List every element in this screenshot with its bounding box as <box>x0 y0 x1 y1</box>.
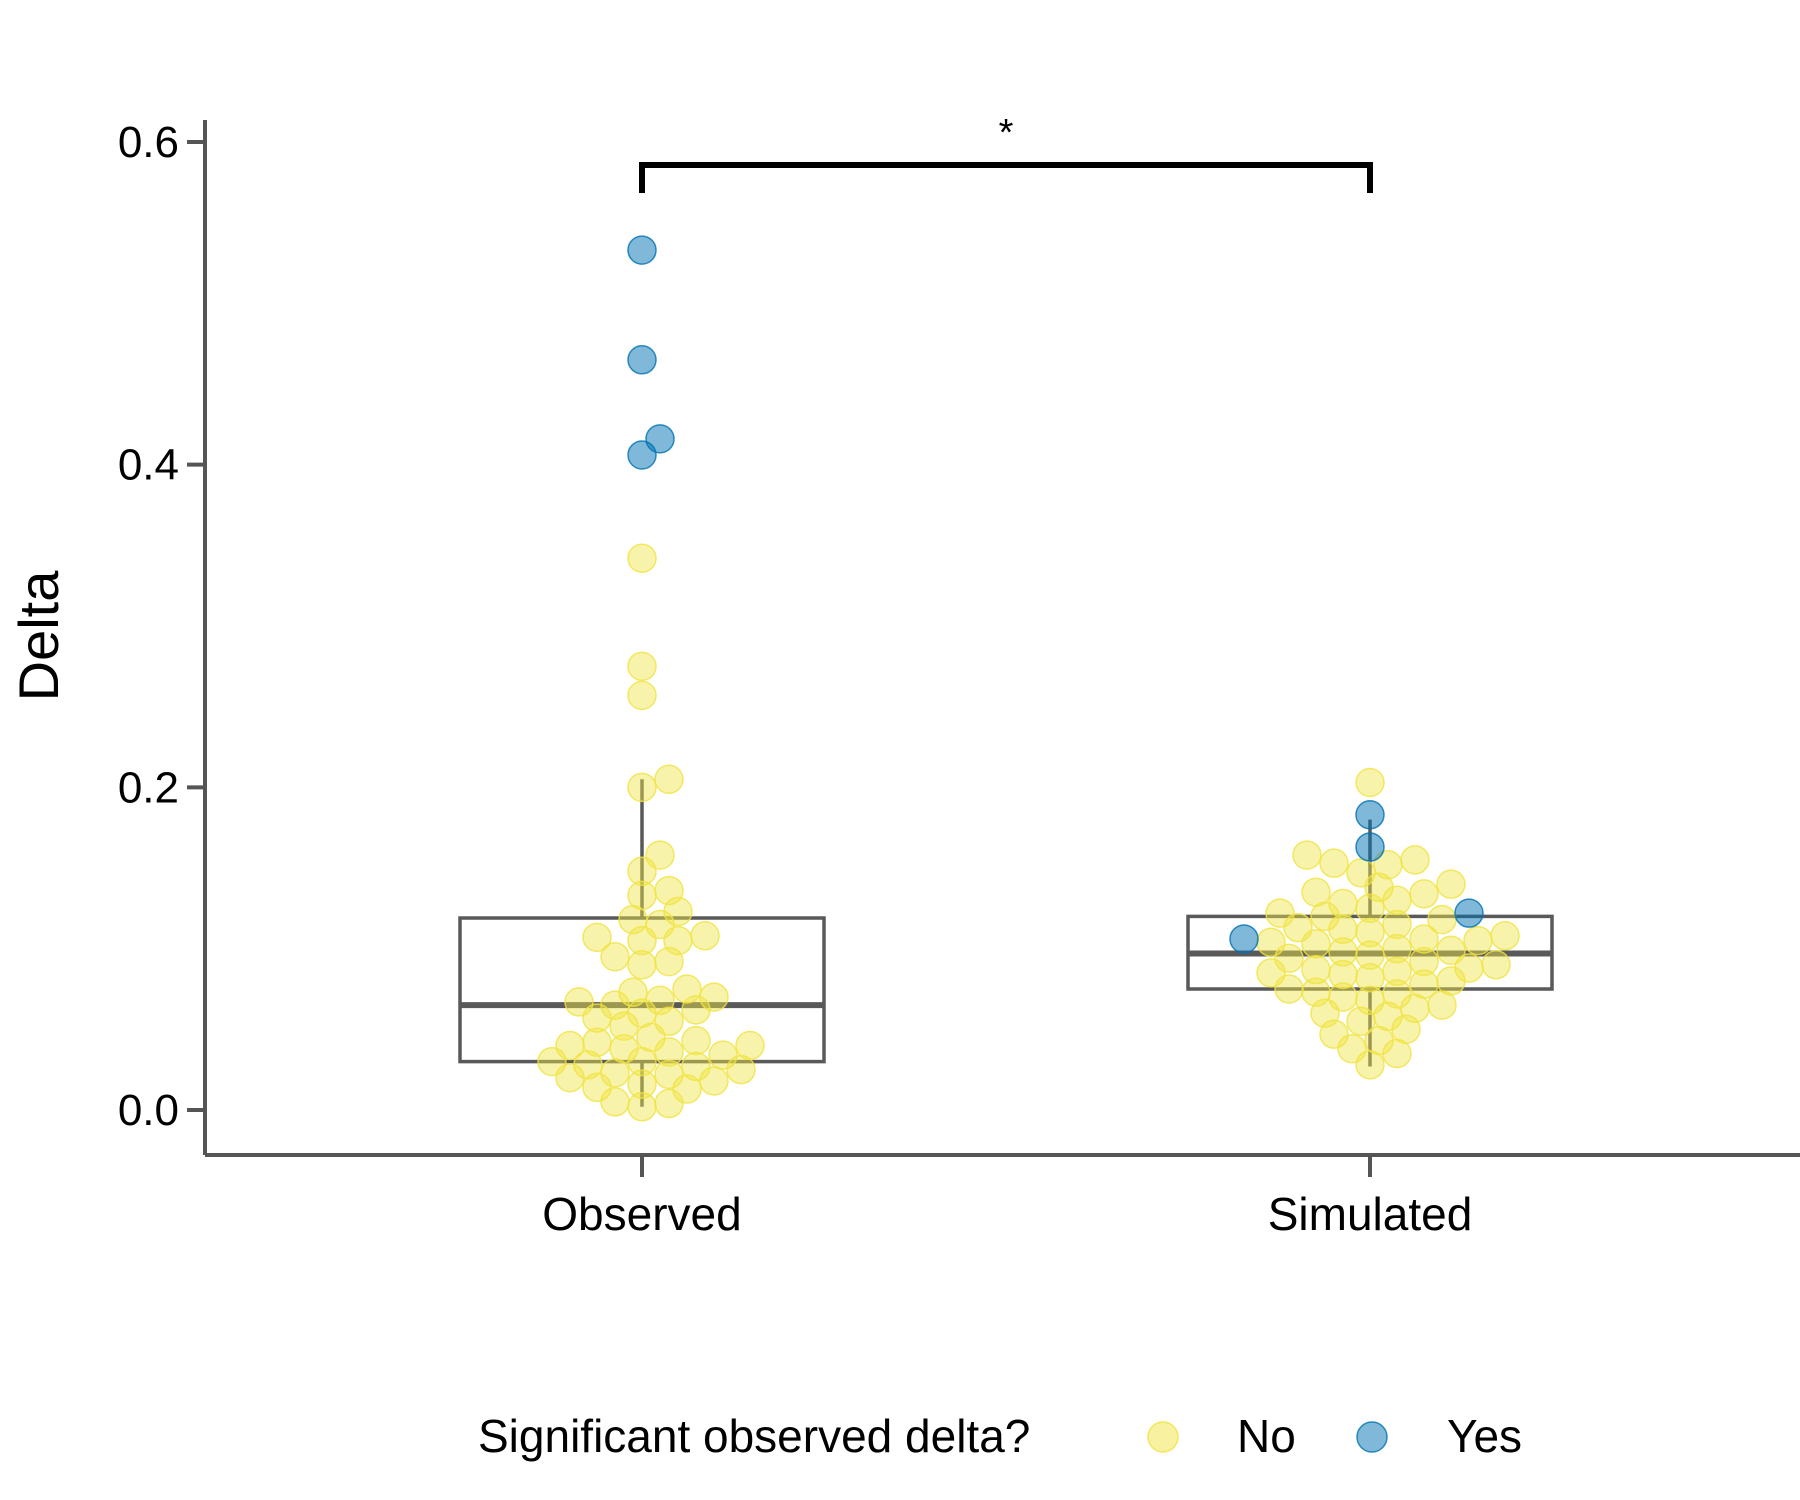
data-point-simulated-no <box>1436 935 1466 966</box>
data-point-observed-yes <box>627 345 657 375</box>
data-point-simulated-no <box>1463 925 1493 956</box>
data-point-observed-no <box>600 1087 630 1117</box>
data-point-simulated-no <box>1301 929 1331 959</box>
x-axis-ticks: Observed Simulated <box>542 1155 1472 1240</box>
y-tick-label: 0.0 <box>118 1086 179 1135</box>
boxplot-observed <box>458 779 826 1107</box>
data-point-simulated-no <box>1490 921 1520 951</box>
data-point-simulated-no <box>1382 909 1412 940</box>
y-tick-label: 0.2 <box>118 763 179 812</box>
data-point-simulated-no <box>1355 1050 1385 1080</box>
data-point-simulated-no <box>1373 850 1403 880</box>
significance-bracket-line <box>639 162 1373 193</box>
legend-label-yes: Yes <box>1447 1410 1522 1462</box>
data-point-simulated-no <box>1409 879 1439 909</box>
significance-label: * <box>999 112 1014 154</box>
legend: Significant observed delta? No Yes <box>478 1410 1522 1462</box>
data-point-simulated-no <box>1355 962 1385 993</box>
data-point-observed-no <box>582 922 612 953</box>
data-point-observed-no <box>627 680 657 711</box>
data-point-simulated-no <box>1436 869 1466 899</box>
point-layer <box>537 235 1520 1122</box>
data-point-simulated-no <box>1346 1006 1376 1037</box>
data-point-observed-no <box>654 1088 684 1119</box>
data-point-observed-no <box>627 1069 657 1099</box>
axes <box>203 120 1800 1157</box>
data-point-simulated-no <box>1355 940 1385 970</box>
data-point-observed-yes <box>627 440 657 470</box>
data-point-simulated-no <box>1355 917 1385 948</box>
data-point-simulated-no <box>1409 946 1439 977</box>
legend-label-no: No <box>1237 1410 1296 1462</box>
data-point-observed-no <box>654 1037 684 1067</box>
data-point-observed-no <box>681 995 711 1025</box>
data-point-simulated-yes <box>1355 832 1385 862</box>
data-point-observed-no <box>699 1066 729 1096</box>
data-point-simulated-no <box>1382 885 1412 916</box>
significance-bracket: * <box>639 112 1373 193</box>
data-point-observed-no <box>681 1025 711 1056</box>
data-point-simulated-yes <box>1454 898 1484 928</box>
data-point-observed-no <box>726 1054 756 1085</box>
data-point-simulated-yes <box>1229 924 1259 954</box>
data-point-observed-no <box>627 925 657 956</box>
data-point-observed-no <box>555 1062 585 1093</box>
data-point-observed-yes <box>627 235 657 265</box>
data-point-observed-no <box>600 941 630 972</box>
data-point-observed-no <box>627 1046 657 1077</box>
legend-title: Significant observed delta? <box>478 1410 1030 1462</box>
x-tick-label-observed: Observed <box>542 1188 741 1240</box>
legend-key-no <box>1147 1421 1179 1453</box>
y-tick-label: 0.6 <box>118 118 179 167</box>
x-tick-label-simulated: Simulated <box>1268 1188 1473 1240</box>
data-point-observed-no <box>627 651 657 682</box>
box-iqr <box>458 916 826 1064</box>
data-point-simulated-no <box>1355 893 1385 924</box>
data-point-simulated-no <box>1409 924 1439 954</box>
data-point-simulated-no <box>1292 840 1322 870</box>
data-point-simulated-no <box>1481 950 1511 980</box>
data-point-observed-no <box>654 946 684 977</box>
y-tick-label: 0.4 <box>118 441 179 490</box>
legend-key-yes <box>1356 1421 1388 1453</box>
data-point-observed-no <box>627 543 657 573</box>
data-point-simulated-yes <box>1355 800 1385 830</box>
data-point-observed-no <box>582 1003 612 1033</box>
data-point-simulated-no <box>1427 990 1457 1020</box>
data-point-simulated-no <box>1274 974 1304 1004</box>
data-point-observed-no <box>627 950 657 980</box>
data-point-simulated-no <box>1319 848 1349 878</box>
data-point-observed-no <box>627 1092 657 1122</box>
data-point-observed-no <box>627 772 657 803</box>
data-point-observed-no <box>609 1011 639 1041</box>
y-axis-ticks: 0.0 0.2 0.4 0.6 <box>118 118 205 1135</box>
data-point-simulated-no <box>1382 1038 1412 1069</box>
y-axis-label: Delta <box>7 570 70 702</box>
data-point-observed-no <box>627 856 657 886</box>
data-point-simulated-no <box>1355 767 1385 798</box>
data-point-simulated-no <box>1400 845 1430 875</box>
data-point-observed-no <box>690 921 720 951</box>
data-point-observed-no <box>654 764 684 795</box>
